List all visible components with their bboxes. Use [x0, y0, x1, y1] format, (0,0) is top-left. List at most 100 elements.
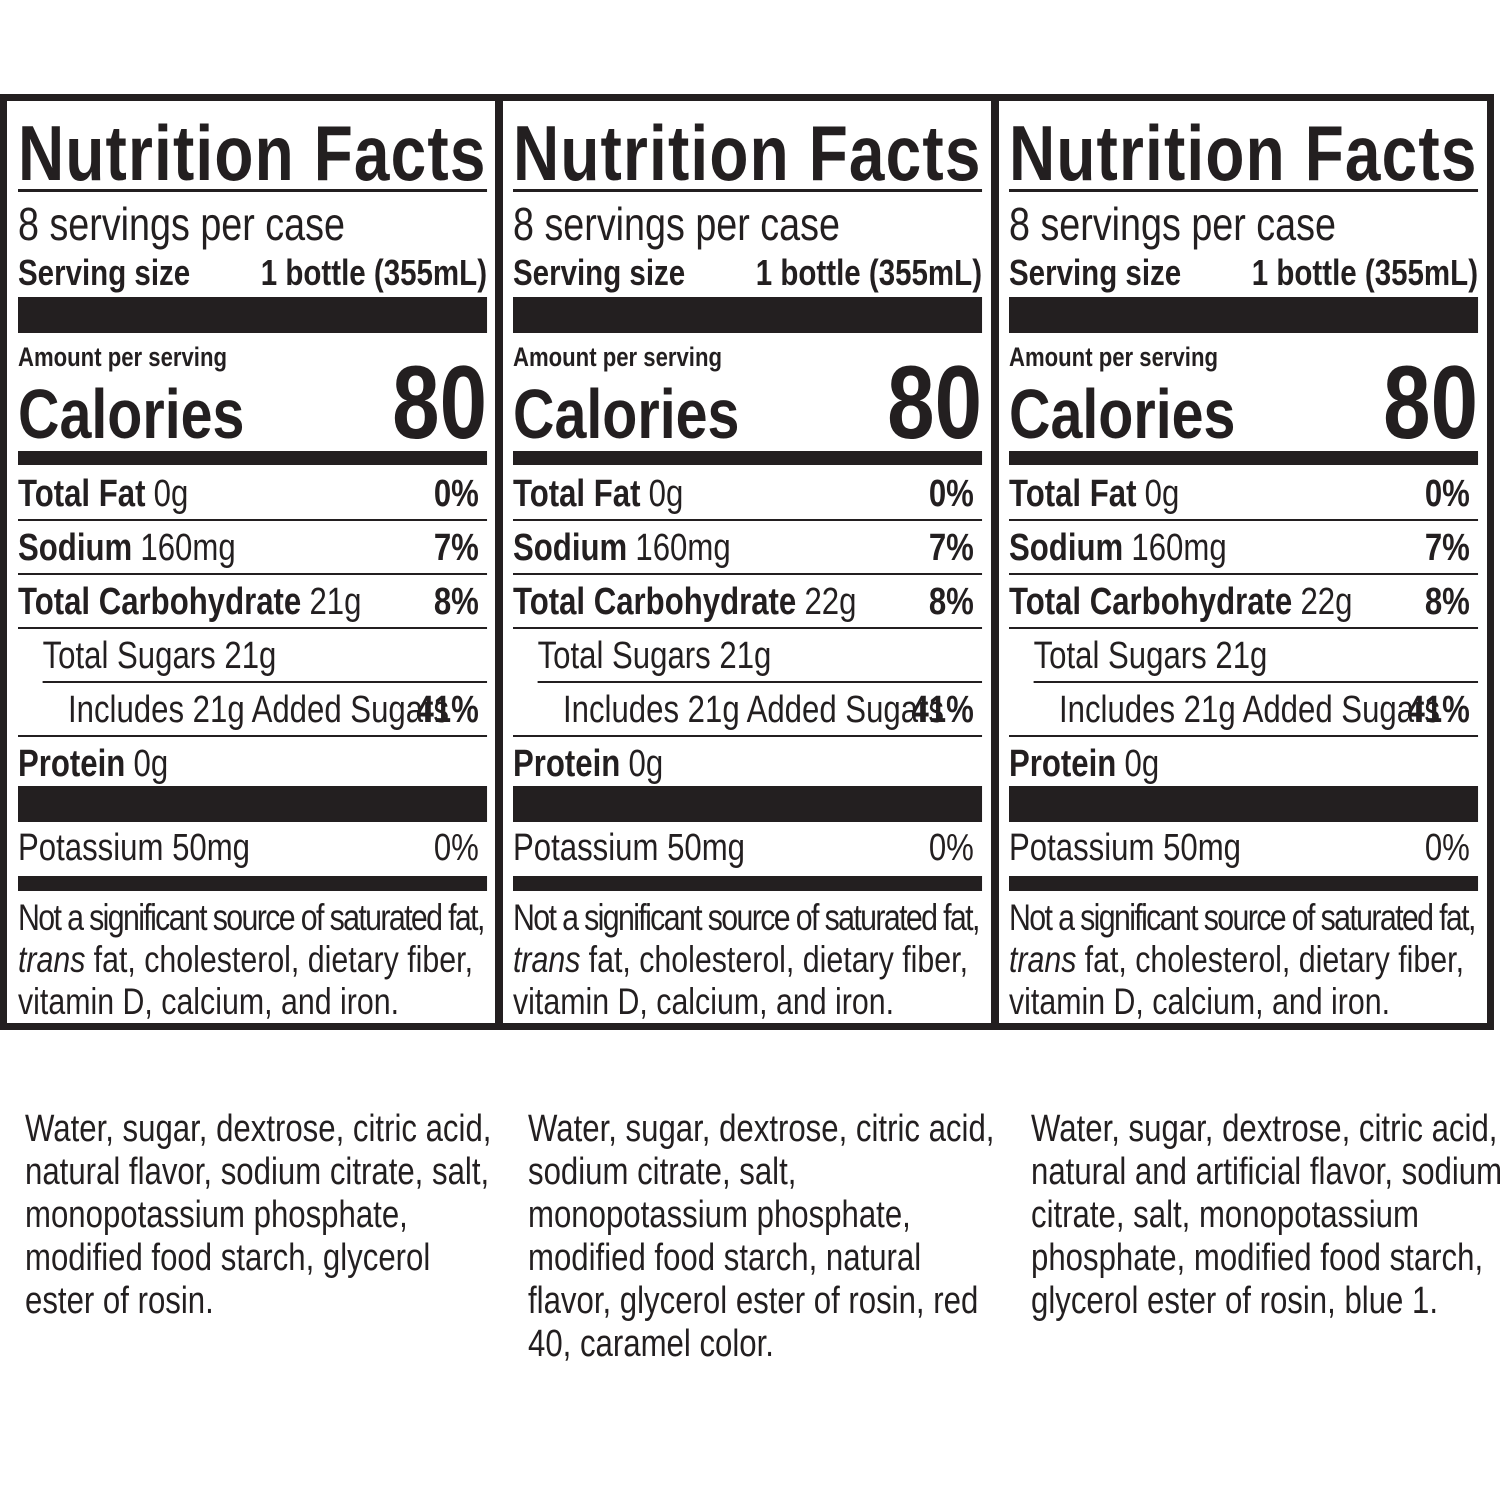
- nutrient-name: Total Carbohydrate: [1009, 581, 1292, 623]
- rule: [18, 297, 488, 333]
- nutrient-name: Total Fat: [18, 473, 146, 515]
- nutrient-row: Total Fat 0g: [1009, 473, 1179, 515]
- ingredients-text: Water, sugar, dextrose, citric acid, nat…: [25, 1108, 492, 1322]
- nutrient-amount: 0g: [133, 743, 168, 785]
- nutrient-row: Protein 0g: [513, 743, 663, 785]
- total-sugars: Total Sugars 21g: [43, 635, 277, 677]
- divider: [495, 97, 503, 1027]
- rule: [537, 681, 983, 683]
- rule: [18, 876, 488, 891]
- title: Nutrition Facts: [18, 110, 485, 197]
- nutrient-amount: 0g: [154, 473, 189, 515]
- rule: [1009, 735, 1479, 737]
- rule: [18, 573, 488, 575]
- footnote: vitamin D, calcium, and iron.: [1009, 981, 1390, 1023]
- footnote-text: fat, cholesterol, dietary fiber,: [1085, 939, 1464, 981]
- potassium: Potassium 50mg: [1009, 827, 1241, 869]
- potassium: Potassium 50mg: [18, 827, 250, 869]
- calories: 80: [887, 345, 982, 461]
- rule: [513, 876, 983, 891]
- footnote: trans fat, cholesterol, dietary fiber,: [1009, 939, 1464, 981]
- daily-value: 41%: [416, 689, 478, 731]
- daily-value: 0%: [1425, 827, 1470, 869]
- nutrient-name: Total Carbohydrate: [513, 581, 796, 623]
- nutrient-name: Total Fat: [513, 473, 641, 515]
- rule: [513, 735, 983, 737]
- divider: [991, 97, 999, 1027]
- rule: [1009, 573, 1479, 575]
- nutrient-name: Sodium: [1009, 527, 1123, 569]
- serving-size: 1 bottle (355mL): [1252, 252, 1478, 292]
- added-sugars: Includes 21g Added Sugars: [1059, 689, 1440, 731]
- servings: 8 servings per case: [1009, 198, 1336, 249]
- serving-size: 1 bottle (355mL): [261, 252, 487, 292]
- nutrient-amount: 21g: [309, 581, 361, 623]
- rule: [1009, 786, 1479, 822]
- nutrient-row: Total Fat 0g: [18, 473, 188, 515]
- nutrient-amount: 0g: [1124, 743, 1159, 785]
- nutrient-row: Protein 0g: [18, 743, 168, 785]
- serving-size-label: Serving size: [18, 252, 190, 292]
- rule: [513, 573, 983, 575]
- nutrient-name: Sodium: [18, 527, 132, 569]
- daily-value: 0%: [434, 827, 479, 869]
- serving-size: 1 bottle (355mL): [756, 252, 982, 292]
- amount-label: Amount per serving: [1009, 343, 1218, 373]
- nutrient-row: Total Carbohydrate 21g: [18, 581, 361, 623]
- nutrient-amount: 0g: [628, 743, 663, 785]
- daily-value: 8%: [434, 581, 479, 623]
- calories-label: Calories: [18, 375, 244, 454]
- rule: [42, 681, 488, 683]
- nutrient-row: Sodium 160mg: [513, 527, 731, 569]
- rule: [1009, 297, 1479, 333]
- ingredients-text: Water, sugar, dextrose, citric acid, nat…: [1031, 1108, 1500, 1322]
- rule: [18, 519, 488, 521]
- rule: [1009, 627, 1479, 629]
- footnote-text: fat, cholesterol, dietary fiber,: [94, 939, 473, 981]
- rule: [513, 627, 983, 629]
- title: Nutrition Facts: [513, 110, 980, 197]
- outer-border: [0, 94, 1494, 1030]
- nutrient-amount: 160mg: [1131, 527, 1226, 569]
- rule: [18, 189, 488, 192]
- nutrient-amount: 22g: [804, 581, 856, 623]
- daily-value: 41%: [1407, 689, 1469, 731]
- nutrient-amount: 0g: [649, 473, 684, 515]
- footnote: vitamin D, calcium, and iron.: [18, 981, 399, 1023]
- rule: [18, 627, 488, 629]
- rule: [1009, 189, 1479, 192]
- rule: [513, 189, 983, 192]
- footnote-italic: trans: [513, 939, 581, 981]
- rule: [18, 735, 488, 737]
- servings: 8 servings per case: [513, 198, 840, 249]
- calories: 80: [1383, 345, 1478, 461]
- daily-value: 7%: [929, 527, 974, 569]
- potassium: Potassium 50mg: [513, 827, 745, 869]
- nutrient-name: Protein: [513, 743, 620, 785]
- calories-label: Calories: [513, 375, 739, 454]
- footnote: Not a significant source of saturated fa…: [18, 897, 485, 939]
- daily-value: 0%: [1425, 473, 1470, 515]
- servings: 8 servings per case: [18, 198, 345, 249]
- daily-value: 0%: [929, 473, 974, 515]
- daily-value: 7%: [1425, 527, 1470, 569]
- daily-value: 8%: [929, 581, 974, 623]
- footnote: trans fat, cholesterol, dietary fiber,: [513, 939, 968, 981]
- rule: [513, 786, 983, 822]
- total-sugars: Total Sugars 21g: [1034, 635, 1268, 677]
- nutrient-amount: 0g: [1145, 473, 1180, 515]
- nutrient-name: Total Fat: [1009, 473, 1137, 515]
- daily-value: 7%: [434, 527, 479, 569]
- nutrient-amount: 160mg: [635, 527, 730, 569]
- nutrient-row: Total Carbohydrate 22g: [1009, 581, 1352, 623]
- calories-label: Calories: [1009, 375, 1235, 454]
- nutrient-amount: 22g: [1300, 581, 1352, 623]
- added-sugars: Includes 21g Added Sugars: [563, 689, 944, 731]
- rule: [1009, 451, 1479, 465]
- footnote: Not a significant source of saturated fa…: [1009, 897, 1476, 939]
- footnote-text: fat, cholesterol, dietary fiber,: [589, 939, 968, 981]
- daily-value: 41%: [911, 689, 973, 731]
